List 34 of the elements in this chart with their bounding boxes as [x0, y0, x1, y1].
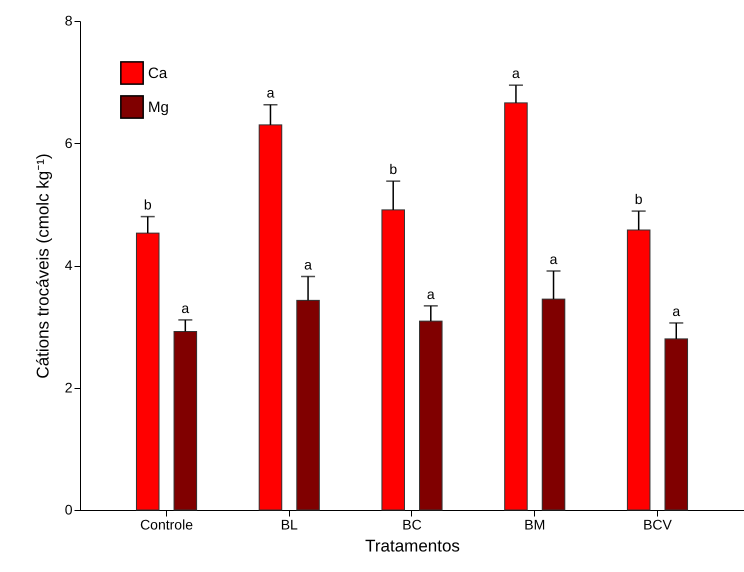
y-tick-label: 6: [64, 134, 73, 151]
bar: [504, 102, 528, 510]
x-tick-label: BC: [402, 516, 422, 532]
x-tick-label: BL: [280, 516, 298, 532]
bar: [542, 298, 566, 510]
bar: [296, 300, 320, 510]
bar: [136, 232, 160, 510]
bar: [258, 124, 282, 510]
data-label: b: [634, 191, 643, 208]
data-label: a: [672, 302, 680, 319]
data-label: a: [181, 300, 190, 316]
data-label: b: [389, 161, 398, 178]
legend-label: Mg: [148, 99, 169, 116]
y-axis-title: Cátions trocáveis (cmolc kg⁻¹): [34, 153, 53, 379]
data-label: b: [144, 196, 152, 213]
data-label: a: [266, 84, 275, 101]
bar: [664, 338, 688, 510]
data-label: a: [426, 286, 435, 302]
y-tick-label: 0: [64, 502, 73, 518]
x-tick-label: BM: [524, 516, 546, 532]
data-label: a: [512, 65, 520, 82]
y-tick-label: 4: [64, 257, 73, 273]
data-label: a: [304, 256, 312, 273]
x-tick-label: BCV: [643, 516, 673, 532]
x-axis-title: Tratamentos: [365, 536, 460, 556]
bar: [381, 209, 405, 510]
y-tick-label: 8: [64, 12, 73, 28]
data-label: a: [550, 251, 558, 267]
legend-label: Ca: [148, 65, 168, 82]
bar: [419, 320, 443, 510]
bar: [174, 331, 198, 510]
y-tick-label: 2: [64, 379, 73, 396]
x-tick-label: Controle: [140, 516, 194, 532]
bar: [626, 230, 650, 510]
